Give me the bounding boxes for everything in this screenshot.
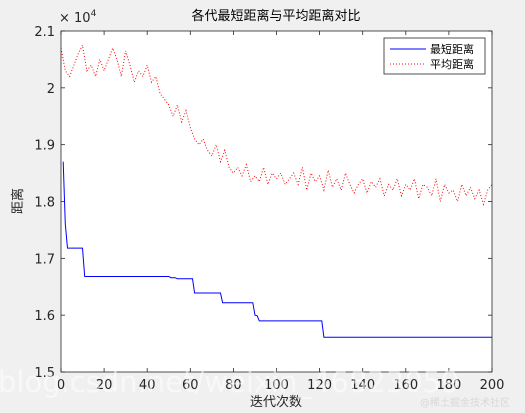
y-axis-multiplier-base: × 10 <box>59 11 91 26</box>
y-tick-label: 2.1 <box>34 25 55 40</box>
x-tick-label: 40 <box>139 378 156 393</box>
y-axis-ticks: 1.5 1.6 1.7 1.8 1.9 2 2.1 <box>34 25 492 381</box>
x-tick-label: 120 <box>307 378 332 393</box>
x-axis-label: 迭代次数 <box>250 394 302 410</box>
watermark-text: blog.csdn.net/weixin_46823059 <box>0 365 460 399</box>
x-tick-label: 20 <box>96 378 113 393</box>
plot-area <box>61 31 492 372</box>
x-tick-label: 80 <box>225 378 242 393</box>
y-tick-label: 1.5 <box>34 366 55 381</box>
x-tick-label: 140 <box>350 378 375 393</box>
y-tick-label: 1.6 <box>34 309 55 324</box>
legend-box <box>383 37 486 75</box>
series-line-average-distance <box>60 43 493 207</box>
legend: 最短距离 平均距离 <box>383 37 486 75</box>
x-tick-label: 0 <box>57 378 65 393</box>
series-layer <box>60 43 493 338</box>
x-tick-label: 160 <box>393 378 418 393</box>
x-tick-label: 100 <box>264 378 289 393</box>
y-axis-label: 距离 <box>10 188 26 214</box>
y-tick-label: 2 <box>47 82 55 97</box>
x-axis-ticks: 0 20 40 60 80 100 120 140 160 180 200 <box>57 31 505 393</box>
watermark-credit: @稀土掘金技术社区 <box>420 396 510 409</box>
y-tick-label: 1.7 <box>34 252 55 267</box>
chart-title: 各代最短距离与平均距离对比 <box>191 8 360 24</box>
y-axis-multiplier-exponent: 4 <box>91 9 97 19</box>
series-line-shortest-distance <box>62 161 492 338</box>
legend-label-average: 平均距离 <box>430 57 474 71</box>
y-axis-multiplier: × 104 <box>59 9 97 26</box>
x-tick-label: 180 <box>436 378 461 393</box>
x-tick-label: 200 <box>480 378 505 393</box>
y-tick-label: 1.8 <box>34 196 55 211</box>
legend-label-shortest: 最短距离 <box>430 42 474 56</box>
x-tick-label: 60 <box>182 378 199 393</box>
y-tick-label: 1.9 <box>34 139 55 154</box>
